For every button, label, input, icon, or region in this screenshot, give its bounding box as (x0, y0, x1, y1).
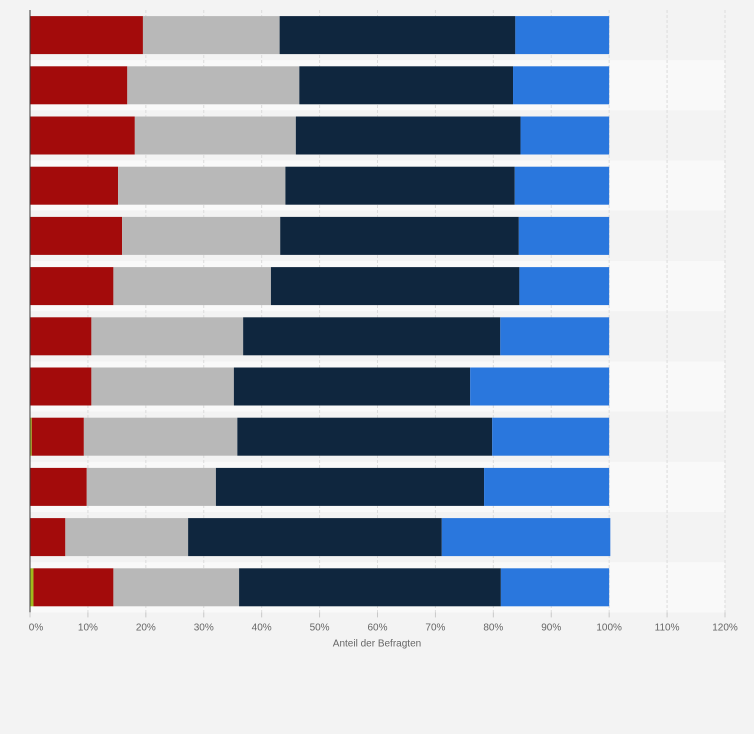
bar-segment (83, 417, 238, 456)
bar-segment (514, 166, 610, 205)
bar-segment (492, 417, 610, 456)
bar-segment (86, 467, 216, 506)
bar-segment (299, 66, 514, 105)
bar-segment (30, 367, 92, 406)
x-tick-label: 90% (541, 622, 561, 633)
x-tick-label: 10% (78, 622, 98, 633)
bar-segment (30, 417, 32, 456)
bar-segment (30, 568, 34, 607)
bar-segment (518, 216, 610, 255)
bar-segment (30, 317, 92, 356)
x-tick-label: 40% (252, 622, 272, 633)
x-tick-label: 20% (136, 622, 156, 633)
bar-segment (519, 267, 610, 306)
bar-segment (134, 116, 296, 155)
bar-segment (65, 518, 189, 557)
bar-segment (239, 568, 501, 607)
bar-segment (30, 116, 135, 155)
bar-segment (30, 518, 66, 557)
bar-segment (30, 16, 143, 55)
bar-segment (513, 66, 610, 105)
bar-segment (188, 518, 442, 557)
bar-segment (515, 16, 610, 55)
bar-segment (113, 267, 271, 306)
x-tick-label: 30% (194, 622, 214, 633)
bar-segment (31, 417, 84, 456)
x-tick-label: 120% (712, 622, 738, 633)
bar-segment (122, 216, 281, 255)
bar-segment (484, 467, 610, 506)
bar-segment (30, 166, 119, 205)
x-axis: 0% 10% 20% 30% 40% 50% 60% 70% 80% 90% 100% 110% 120… (29, 10, 738, 633)
bar-segment (30, 66, 128, 105)
bar-segment (30, 267, 114, 306)
bar-segment (270, 267, 520, 306)
x-tick-label: 0% (29, 622, 44, 633)
bar-segment (520, 116, 610, 155)
bar-segment (127, 66, 300, 105)
bar-segment (279, 16, 516, 55)
bar-segment (280, 216, 519, 255)
bar-segment (215, 467, 485, 506)
bar-segment (500, 568, 610, 607)
bar-segment (118, 166, 286, 205)
axis-labels: Anteil der Befragten (333, 638, 421, 649)
bar-segment (285, 166, 515, 205)
bar-segment (91, 367, 234, 406)
bar-segment (237, 417, 493, 456)
bar-segment (142, 16, 280, 55)
bar-segment (91, 317, 244, 356)
x-tick-label: 80% (483, 622, 503, 633)
x-axis-label: Anteil der Befragten (333, 638, 421, 649)
bar-segment (441, 518, 611, 557)
bar-segment (233, 367, 471, 406)
bars (30, 16, 611, 607)
bar-segment (30, 216, 123, 255)
bar-segment (500, 317, 610, 356)
bar-segment (33, 568, 114, 607)
bar-segment (113, 568, 240, 607)
bar-segment (470, 367, 610, 406)
bar-segment (30, 467, 87, 506)
gridlines (87, 10, 726, 613)
x-tick-label: 60% (367, 622, 387, 633)
x-tick-label: 50% (310, 622, 330, 633)
bar-segment (295, 116, 521, 155)
x-tick-label: 110% (655, 622, 680, 633)
bar-segment (243, 317, 501, 356)
x-tick-label: 70% (425, 622, 445, 633)
x-tick-label: 100% (596, 622, 622, 633)
